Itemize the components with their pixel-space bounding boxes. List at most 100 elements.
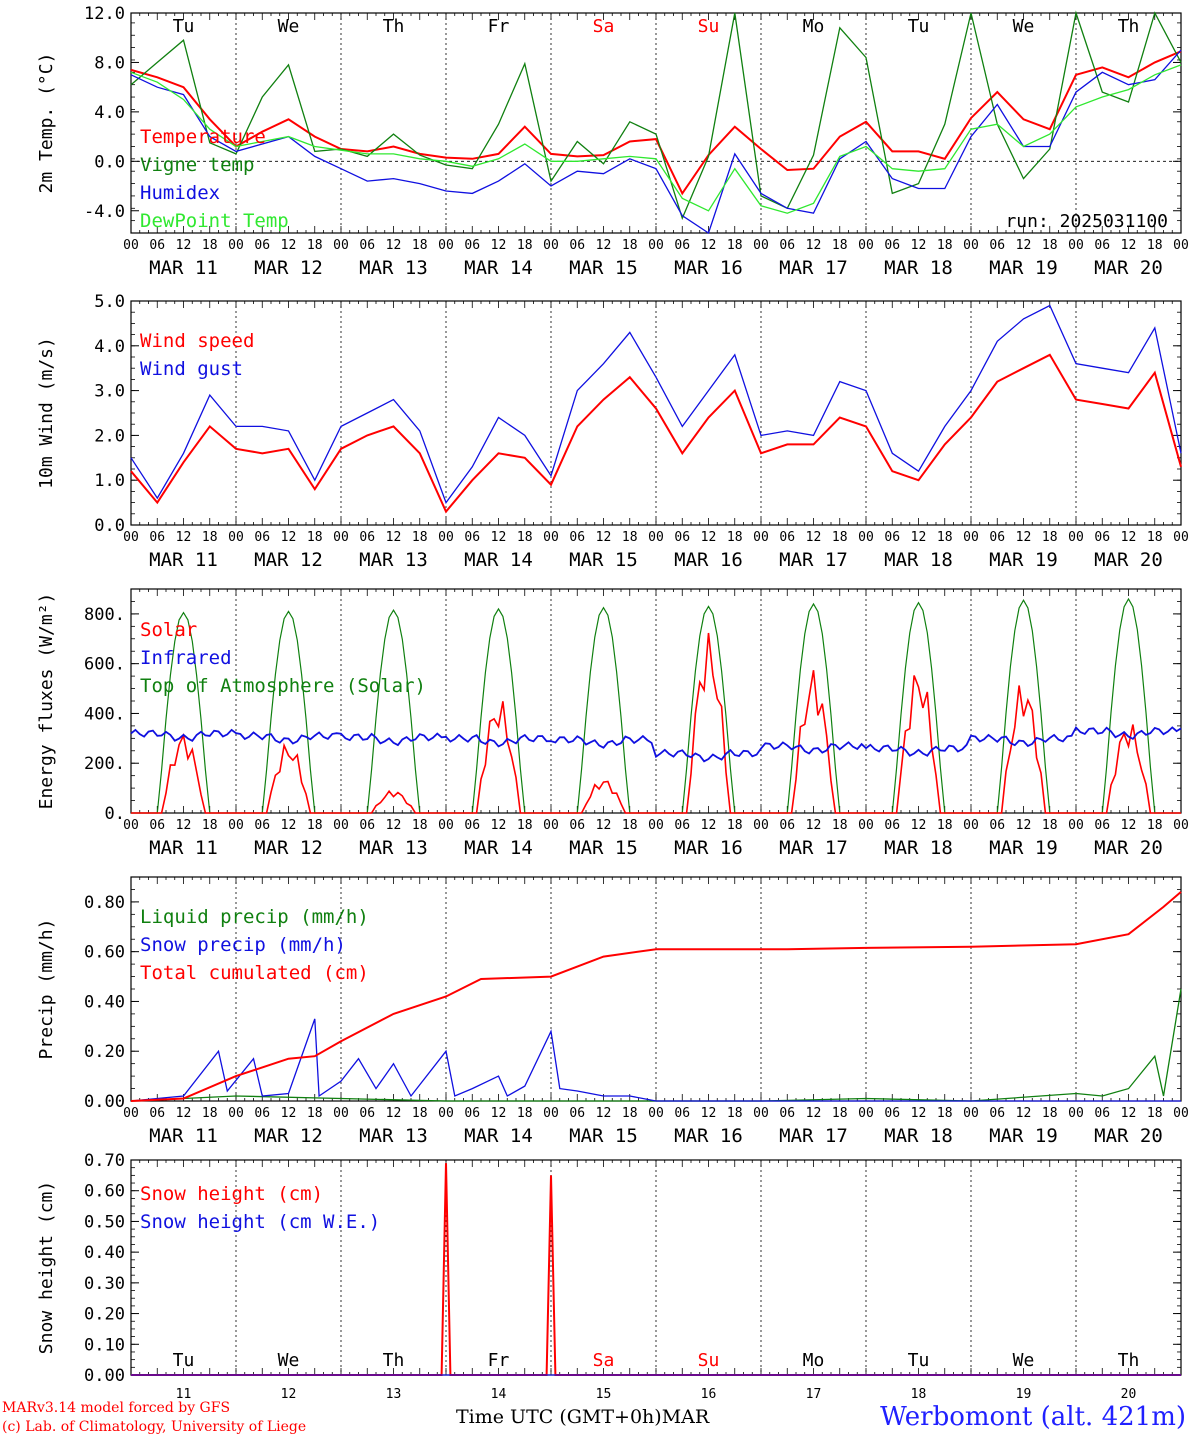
day-name-bottom: Tu <box>908 1350 930 1371</box>
hour-label: 06 <box>674 530 690 545</box>
series-line-vigne-temp <box>130 10 1182 221</box>
legend-entry: DewPoint Temp <box>140 210 289 232</box>
y-tick-label: 8.0 <box>94 53 125 73</box>
date-label: MAR 14 <box>464 1125 533 1147</box>
y-tick-label: 0.40 <box>84 1243 125 1263</box>
hour-label: 18 <box>727 818 743 833</box>
day-number-label: 14 <box>491 1387 507 1402</box>
hour-label: 00 <box>963 1106 979 1121</box>
hour-label: 00 <box>123 1106 139 1121</box>
hour-label: 06 <box>569 238 585 253</box>
series-line-wind-speed <box>130 353 1182 514</box>
day-name-top: Th <box>1118 16 1140 37</box>
hour-label: 06 <box>149 530 165 545</box>
day-name-top: Su <box>698 16 720 37</box>
hour-label: 06 <box>989 530 1005 545</box>
y-tick-label: 0.20 <box>84 1305 125 1325</box>
y-tick-label: 0.00 <box>84 1092 125 1112</box>
hour-label: 06 <box>674 818 690 833</box>
hour-label: 00 <box>963 530 979 545</box>
y-tick-label: 600. <box>84 655 125 675</box>
hour-label: 12 <box>596 238 612 253</box>
date-label: MAR 11 <box>149 257 218 279</box>
hour-label: 18 <box>832 238 848 253</box>
hour-label: 00 <box>438 1106 454 1121</box>
date-label: MAR 19 <box>989 257 1058 279</box>
hour-label: 12 <box>701 238 717 253</box>
hour-label: 00 <box>1173 238 1189 253</box>
hour-label: 18 <box>1147 238 1163 253</box>
hour-label: 06 <box>464 1106 480 1121</box>
y-tick-label: 0.30 <box>84 1274 125 1294</box>
hour-label: 06 <box>569 530 585 545</box>
hour-label: 12 <box>596 1106 612 1121</box>
hour-label: 12 <box>176 1106 192 1121</box>
hour-label: 18 <box>517 1106 533 1121</box>
y-tick-label: 0.0 <box>94 152 125 172</box>
date-label: MAR 16 <box>674 1125 743 1147</box>
series-line-solar <box>131 632 1181 814</box>
hour-label: 12 <box>911 818 927 833</box>
day-name-top: Mo <box>803 16 825 37</box>
hour-label: 18 <box>307 530 323 545</box>
hour-label: 06 <box>464 238 480 253</box>
y-tick-label: 1.0 <box>94 471 125 491</box>
hour-label: 18 <box>412 530 428 545</box>
hour-label: 06 <box>569 1106 585 1121</box>
day-name-top: Fr <box>488 16 510 37</box>
y-tick-label: 0.10 <box>84 1335 125 1355</box>
date-label: MAR 19 <box>989 837 1058 859</box>
legend-entry: Snow height (cm W.E.) <box>140 1211 380 1233</box>
day-number-label: 20 <box>1121 1387 1137 1402</box>
hour-label: 18 <box>307 1106 323 1121</box>
series-line-liquid-precip-mm-h- <box>130 988 1182 1102</box>
y-axis-title: Energy fluxes (W/m²) <box>36 593 57 810</box>
hour-label: 06 <box>989 238 1005 253</box>
hour-label: 00 <box>438 818 454 833</box>
date-label: MAR 16 <box>674 837 743 859</box>
hour-label: 12 <box>911 1106 927 1121</box>
day-name-bottom: Sa <box>593 1350 615 1371</box>
hour-label: 00 <box>438 238 454 253</box>
date-label: MAR 17 <box>779 257 848 279</box>
hour-label: 06 <box>884 818 900 833</box>
hour-label: 18 <box>202 530 218 545</box>
hour-label: 00 <box>1173 530 1189 545</box>
date-label: MAR 15 <box>569 1125 638 1147</box>
hour-label: 12 <box>281 818 297 833</box>
day-number-label: 12 <box>281 1387 297 1402</box>
y-tick-label: 3.0 <box>94 382 125 402</box>
date-label: MAR 11 <box>149 837 218 859</box>
hour-label: 18 <box>202 1106 218 1121</box>
day-name-top: We <box>278 16 300 37</box>
hour-label: 12 <box>596 818 612 833</box>
hour-label: 06 <box>149 238 165 253</box>
hour-label: 12 <box>1016 238 1032 253</box>
date-label: MAR 20 <box>1094 549 1163 571</box>
legend-entry: Infrared <box>140 647 232 669</box>
day-number-label: 15 <box>596 1387 612 1402</box>
hour-label: 12 <box>491 238 507 253</box>
series-line-humidex <box>130 49 1182 235</box>
date-label: MAR 18 <box>884 257 953 279</box>
hour-label: 18 <box>1042 1106 1058 1121</box>
hour-label: 12 <box>1016 1106 1032 1121</box>
legend-entry: Total cumulated (cm) <box>140 962 369 984</box>
day-name-bottom: Th <box>1118 1350 1140 1371</box>
day-name-top: Tu <box>173 16 195 37</box>
hour-label: 00 <box>543 238 559 253</box>
y-tick-label: 2.0 <box>94 426 125 446</box>
date-label: MAR 18 <box>884 837 953 859</box>
date-label: MAR 13 <box>359 1125 428 1147</box>
y-tick-label: 0.0 <box>94 516 125 536</box>
hour-label: 12 <box>281 530 297 545</box>
date-label: MAR 12 <box>254 837 323 859</box>
legend-entry: Snow height (cm) <box>140 1183 323 1205</box>
y-axis-title: 10m Wind (m/s) <box>36 337 57 489</box>
model-credit: MARv3.14 model forced by GFS <box>2 1400 231 1416</box>
hour-label: 06 <box>674 1106 690 1121</box>
hour-label: 06 <box>149 1106 165 1121</box>
day-name-bottom: Th <box>383 1350 405 1371</box>
hour-label: 00 <box>1068 1106 1084 1121</box>
hour-label: 12 <box>386 238 402 253</box>
